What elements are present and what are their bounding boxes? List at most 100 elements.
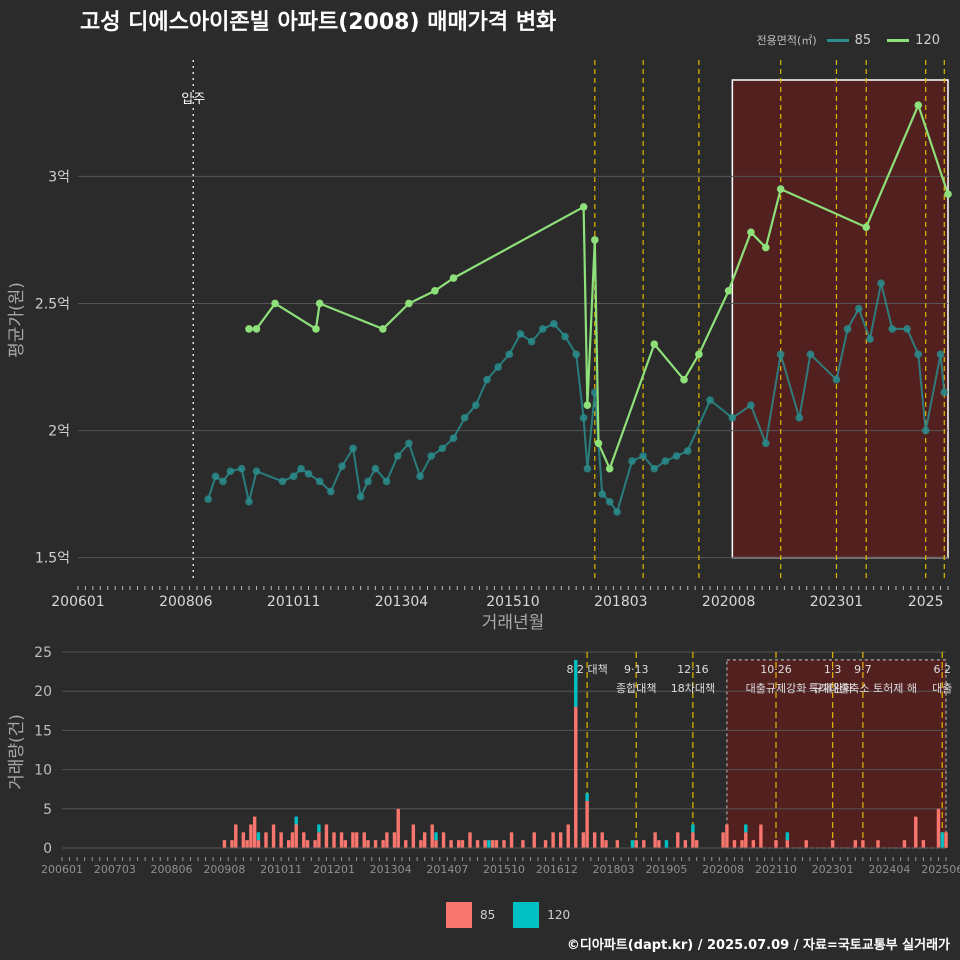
volume-bar-120 (434, 840, 438, 848)
policy-date-label: 9·7 (854, 663, 872, 676)
data-point-85 (605, 497, 614, 506)
data-point-85 (327, 487, 335, 496)
volume-bar-120 (324, 824, 329, 848)
data-point-120 (379, 325, 387, 333)
volume-bar-120 (313, 840, 317, 848)
volume-bar-120 (592, 832, 597, 848)
data-point-120 (245, 325, 253, 333)
bar-x-tick-label: 202301 (812, 863, 854, 876)
data-point-85 (405, 439, 413, 448)
data-point-85 (460, 414, 469, 422)
data-point-120 (312, 325, 320, 333)
volume-bar-120 (732, 840, 737, 848)
bar-x-tick-label: 202008 (702, 863, 744, 876)
policy-date-label: 12·16 (677, 663, 709, 676)
volume-bar-120 (294, 824, 298, 848)
data-point-85 (762, 439, 770, 448)
data-point-85 (237, 464, 246, 473)
data-point-120 (605, 464, 614, 473)
data-point-85 (598, 490, 607, 498)
policy-text-label: 특례대출축소 토허제 해 (809, 681, 917, 695)
bar-legend-label-85: 85 (480, 908, 496, 922)
data-point-85 (349, 444, 357, 453)
volume-bar-85 (487, 840, 491, 848)
data-point-85 (843, 325, 852, 333)
data-point-85 (672, 452, 681, 460)
legend-label-120: 120 (915, 32, 940, 48)
legend-label-85: 85 (854, 32, 872, 48)
y-tick-label: 2억 (48, 424, 70, 440)
data-point-85 (438, 444, 447, 453)
volume-bar-120 (271, 824, 276, 848)
volume-bar-120 (305, 840, 310, 848)
volume-bar-120 (230, 840, 234, 848)
volume-bar-120 (853, 840, 858, 848)
data-point-120 (594, 439, 603, 448)
volume-bar-120 (804, 840, 808, 848)
volume-bar-120 (914, 816, 918, 848)
data-point-120 (762, 243, 770, 252)
data-point-85 (613, 508, 621, 516)
data-point-85 (527, 337, 536, 346)
volume-bar-120 (252, 816, 257, 848)
volume-bar-120 (543, 840, 548, 848)
volume-bar-120 (581, 832, 586, 848)
volume-bar-120 (551, 832, 555, 848)
volume-bar-120 (657, 840, 661, 848)
bar-y-tick-label: 25 (34, 645, 52, 661)
data-point-85 (226, 467, 235, 476)
data-point-85 (516, 330, 525, 338)
policy-text-label: 종합대책 (616, 682, 656, 695)
data-point-85 (903, 325, 911, 333)
volume-bar-120 (241, 832, 246, 848)
volume-bar-120 (339, 832, 344, 848)
volume-bar-120 (392, 832, 397, 848)
data-point-120 (944, 190, 952, 198)
volume-bar-120 (354, 832, 359, 848)
volume-bar-85 (256, 832, 261, 841)
data-point-85 (364, 477, 372, 486)
volume-bar-85 (691, 824, 695, 833)
data-point-85 (338, 462, 346, 470)
bar-x-tick-label: 201612 (536, 863, 578, 876)
data-point-85 (289, 472, 298, 481)
legend-title: 전용면적(㎡) (756, 34, 817, 47)
volume-bar-120 (604, 840, 608, 848)
x-tick-label: 201304 (375, 594, 429, 610)
volume-bar-120 (373, 840, 378, 848)
bar-x-tick-label: 201201 (313, 863, 355, 876)
volume-bar-120 (694, 840, 699, 848)
bar-y-tick-label: 15 (34, 723, 52, 739)
volume-bar-120 (921, 840, 926, 848)
data-point-85 (832, 375, 841, 384)
data-point-85 (854, 304, 863, 313)
volume-bar-120 (740, 840, 744, 848)
legend-swatch-120 (887, 38, 910, 42)
data-point-85 (661, 457, 670, 465)
chart-title: 고성 디에스아이존빌 아파트(2008) 매매가격 변화 (80, 10, 557, 35)
x-tick-label: 200601 (51, 594, 104, 610)
bar-x-tick-label: 200703 (94, 863, 136, 876)
bar-legend-label-120: 120 (547, 908, 571, 922)
volume-bar-120 (468, 832, 472, 848)
policy-date-label: 10·26 (760, 663, 792, 676)
volume-bar-120 (751, 840, 756, 848)
volume-bar-120 (385, 832, 389, 848)
data-point-85 (795, 414, 804, 422)
volume-bar-120 (600, 832, 604, 848)
volume-bar-120 (245, 840, 249, 848)
y-tick-label: 2.5억 (35, 296, 70, 312)
data-point-85 (776, 350, 785, 359)
policy-date-label: 6·2 (933, 663, 951, 676)
volume-bar-120 (234, 824, 238, 848)
volume-bar-120 (744, 832, 748, 848)
bar-legend-swatch-120 (513, 902, 540, 928)
volume-bar-120 (721, 832, 725, 848)
data-point-120 (650, 340, 659, 348)
volume-bar-120 (351, 832, 355, 848)
data-point-120 (695, 350, 703, 359)
data-point-85 (550, 320, 558, 328)
volume-bar-120 (475, 840, 480, 848)
volume-bar-120 (411, 824, 416, 848)
volume-bar-120 (456, 840, 461, 848)
